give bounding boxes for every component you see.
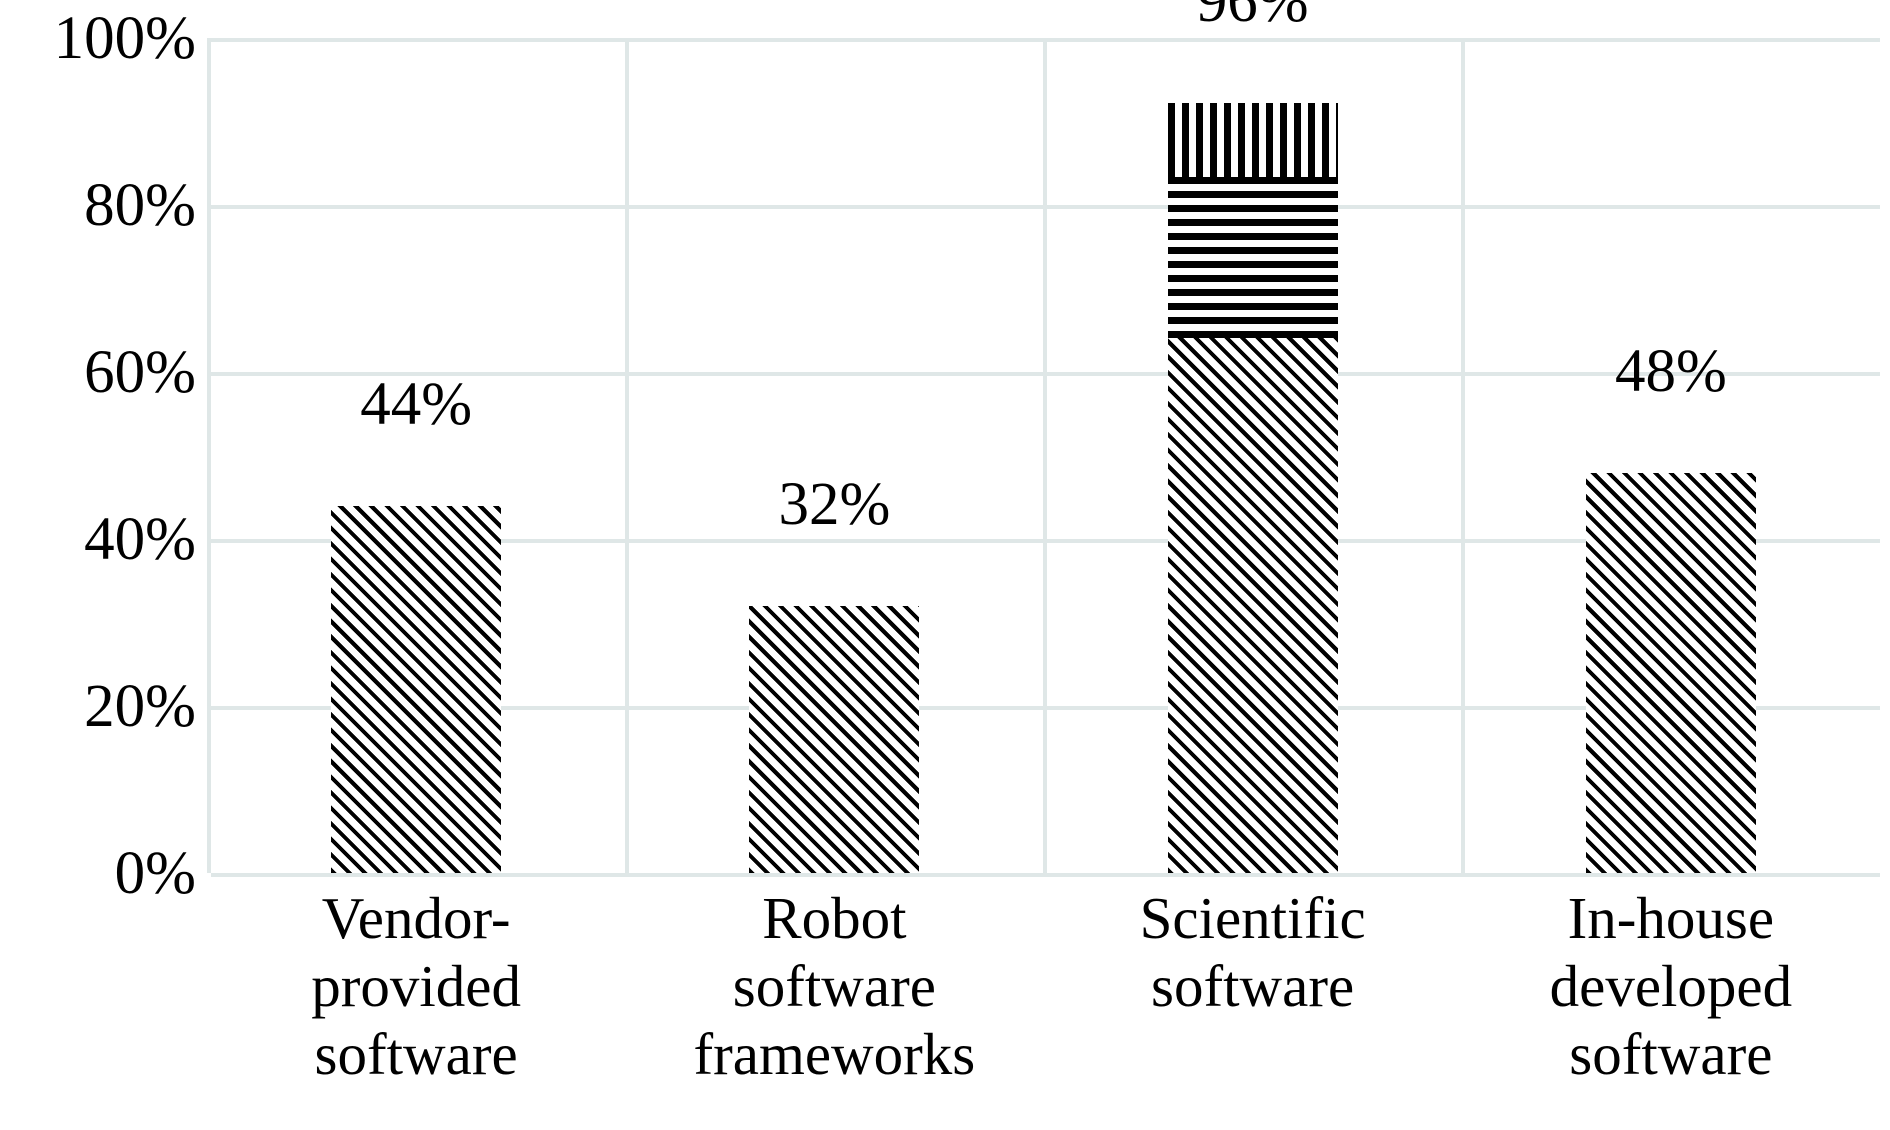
value-label-robot-software-frameworks: 32%	[778, 471, 891, 538]
bar-segment-vertical	[1167, 103, 1338, 177]
y-axis-tick-20: 20%	[84, 673, 196, 740]
label-line: software	[1151, 953, 1355, 1019]
x-axis-label-vendor-provided-software: Vendor- provided software	[207, 884, 625, 1088]
value-label-in-house-developed-software: 48%	[1614, 338, 1727, 405]
value-label-vendor-provided-software: 44%	[360, 371, 473, 438]
label-line: provided	[311, 953, 521, 1019]
bar-segment-diagonal	[331, 506, 502, 873]
bar-column-in-house-developed-software: 48%	[1462, 38, 1880, 873]
gridline-0	[211, 873, 1880, 877]
bar-segment-diagonal	[749, 606, 920, 873]
bar-robot-software-frameworks[interactable]	[749, 606, 920, 873]
bar-segment-diagonal	[1167, 338, 1338, 873]
bar-column-robot-software-frameworks: 32%	[625, 38, 1043, 873]
label-line: In-house	[1567, 885, 1775, 951]
label-line: frameworks	[693, 1021, 976, 1087]
y-axis-tick-40: 40%	[84, 506, 196, 573]
label-line: Robot	[762, 885, 907, 951]
y-axis-tick-60: 60%	[84, 339, 196, 406]
bar-vendor-provided-software[interactable]	[331, 506, 502, 873]
label-line: Scientific	[1139, 885, 1366, 951]
y-axis-tick-0: 0%	[114, 840, 196, 907]
x-axis-category-labels: Vendor- provided software Robot software…	[207, 884, 1880, 1088]
value-label-scientific-software: 96%	[1196, 0, 1309, 35]
bar-segment-diagonal	[1585, 473, 1756, 873]
label-line: Vendor-	[321, 885, 511, 951]
label-line: software	[732, 953, 936, 1019]
category-separator-2	[1043, 42, 1047, 873]
bar-column-vendor-provided-software: 44%	[207, 38, 625, 873]
category-separator-3	[1461, 42, 1465, 873]
bar-segment-horizontal	[1167, 177, 1338, 338]
category-separator-1	[625, 42, 629, 873]
bar-scientific-software[interactable]	[1167, 103, 1338, 873]
x-axis-label-in-house-developed-software: In-house developed software	[1462, 884, 1880, 1088]
y-axis-tick-100: 100%	[53, 5, 196, 72]
label-line: software	[314, 1021, 518, 1087]
x-axis-label-robot-software-frameworks: Robot software frameworks	[625, 884, 1043, 1088]
plot-area	[207, 38, 1880, 877]
bar-in-house-developed-software[interactable]	[1585, 473, 1756, 873]
bar-columns: 44% 32% 96% 48%	[207, 0, 1880, 873]
x-axis-label-scientific-software: Scientific software	[1044, 884, 1462, 1088]
bar-column-scientific-software: 96%	[1044, 0, 1462, 873]
label-line: software	[1569, 1021, 1773, 1087]
label-line: developed	[1549, 953, 1793, 1019]
y-axis-tick-80: 80%	[84, 172, 196, 239]
